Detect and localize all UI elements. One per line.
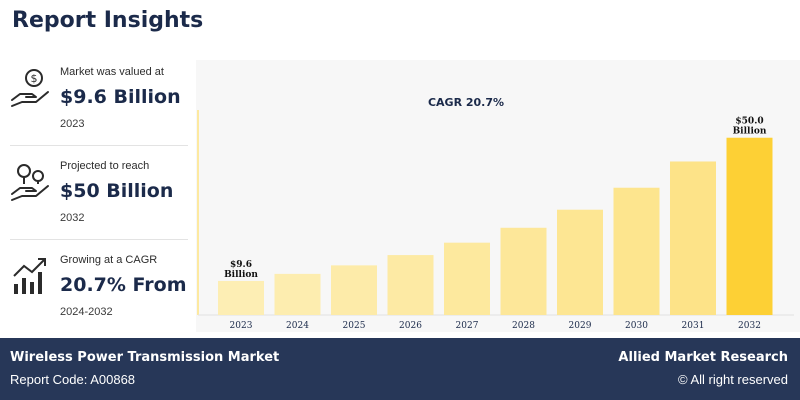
x-tick-label: 2030 <box>625 321 648 331</box>
cagr-annotation: CAGR 20.7% <box>428 96 504 109</box>
x-tick-label: 2032 <box>738 321 761 331</box>
x-tick-label: 2029 <box>569 321 592 331</box>
report-title: Wireless Power Transmission Market <box>10 350 280 365</box>
stat-label: Projected to reach <box>60 160 150 172</box>
data-label: Billion <box>224 270 258 280</box>
stat-market-valued: $ Market was valued at $9.6 Billion 2023 <box>10 52 188 146</box>
stat-cagr: Growing at a CAGR 20.7% From 2024-2032 <box>10 240 188 333</box>
svg-text:$: $ <box>31 72 38 85</box>
money-hand-icon: $ <box>11 69 49 107</box>
bar-2028 <box>500 227 547 315</box>
stat-year: 2024-2032 <box>60 306 113 318</box>
bar-2024 <box>274 273 321 315</box>
bar-chart: CAGR 20.7% 2023 2024 2025 2026 2027 2028 2029 20… <box>197 96 794 331</box>
bar-2025 <box>331 265 377 315</box>
stats-panel: $ Market was valued at $9.6 Billion 2023… <box>10 52 188 333</box>
brand-name: Allied Market Research <box>618 350 788 365</box>
data-label: Billion <box>733 127 767 137</box>
rights-text: © All right reserved <box>677 372 788 387</box>
x-tick-label: 2023 <box>230 321 253 331</box>
x-tick-label: 2027 <box>456 321 479 331</box>
bar-2026 <box>387 255 434 315</box>
bar-2032 <box>726 137 773 315</box>
stat-year: 2032 <box>60 212 85 224</box>
report-code: Report Code: A00868 <box>10 372 136 387</box>
x-tick-label: 2024 <box>286 321 309 331</box>
footer-bar: Wireless Power Transmission Market Repor… <box>0 338 800 400</box>
bar-2031 <box>670 161 716 315</box>
x-tick-label: 2026 <box>399 321 422 331</box>
stat-projected: Projected to reach $50 Billion 2032 <box>10 146 188 240</box>
growth-chart-icon <box>13 258 46 294</box>
stat-value: $50 Billion <box>60 180 174 202</box>
stat-value: 20.7% From <box>60 274 187 296</box>
stat-label: Market was valued at <box>60 66 164 78</box>
bar-2023 <box>218 280 264 315</box>
bar-2030 <box>613 187 660 315</box>
stat-value: $9.6 Billion <box>60 86 181 108</box>
bar-2029 <box>557 209 603 315</box>
x-tick-label: 2028 <box>512 321 535 331</box>
x-tick-label: 2025 <box>343 321 366 331</box>
bar-2027 <box>444 242 490 315</box>
data-label: $9.6 <box>230 260 252 270</box>
page-title: Report Insights <box>12 8 204 33</box>
data-label: $50.0 <box>735 117 763 127</box>
investment-growth-icon <box>11 164 49 201</box>
x-tick-label: 2031 <box>682 321 705 331</box>
stat-label: Growing at a CAGR <box>60 254 158 266</box>
stat-year: 2023 <box>60 118 85 130</box>
